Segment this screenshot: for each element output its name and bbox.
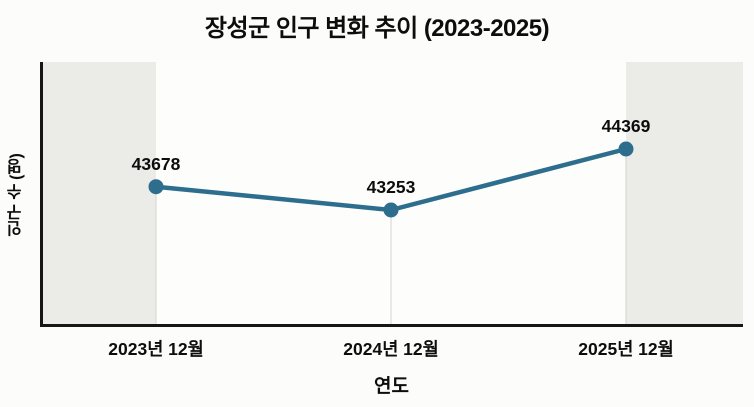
- x-tick-label-2024: 2024년 12월: [343, 339, 439, 359]
- plot-area: 43678 43253 44369: [40, 62, 743, 327]
- highlight-band-right: [626, 62, 743, 324]
- x-tick-label-2023: 2023년 12월: [108, 339, 204, 359]
- y-axis-label: 인구 수 (명): [8, 153, 25, 237]
- data-label-2024: 43253: [366, 176, 416, 197]
- data-label-2023: 43678: [131, 153, 181, 174]
- x-axis-label: 연도: [374, 376, 409, 397]
- x-tick-label-2025: 2025년 12월: [578, 339, 674, 359]
- data-label-2025: 44369: [601, 115, 651, 136]
- chart-title: 장성군 인구 변화 추이 (2023-2025): [204, 15, 550, 42]
- line-series: [148, 141, 634, 324]
- highlight-band-left: [43, 62, 156, 324]
